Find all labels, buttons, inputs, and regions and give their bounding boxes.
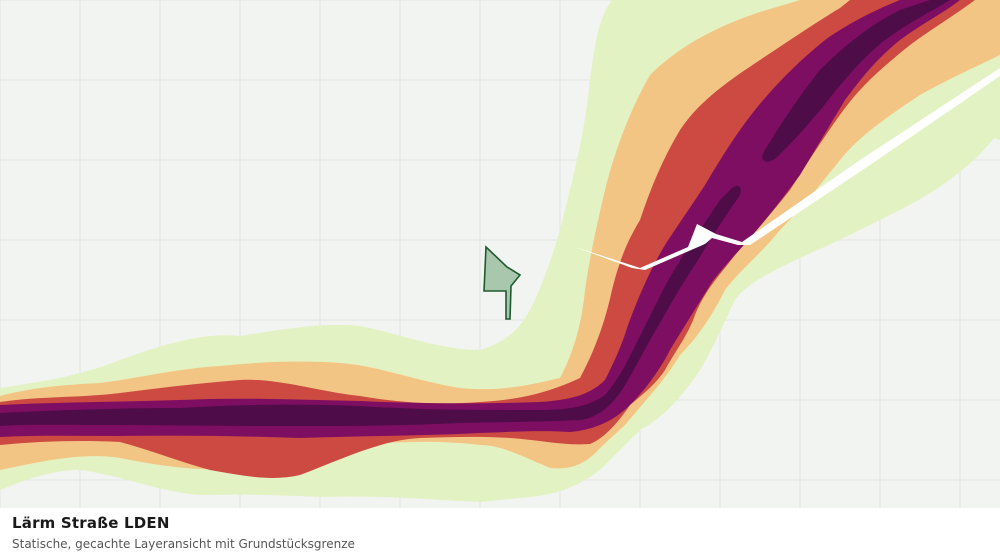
noise-zone-level-3 (0, 0, 975, 478)
map-view[interactable] (0, 0, 1000, 510)
noise-map[interactable] (0, 0, 1000, 510)
noise-zone-level-5 (0, 0, 950, 426)
map-title: Lärm Straße LDEN (12, 514, 170, 532)
map-caption: Lärm Straße LDEN Statische, gecachte Lay… (0, 508, 1000, 560)
parcel-boundary[interactable] (483, 245, 522, 320)
map-subtitle: Statische, gecachte Layeransicht mit Gru… (12, 537, 355, 551)
